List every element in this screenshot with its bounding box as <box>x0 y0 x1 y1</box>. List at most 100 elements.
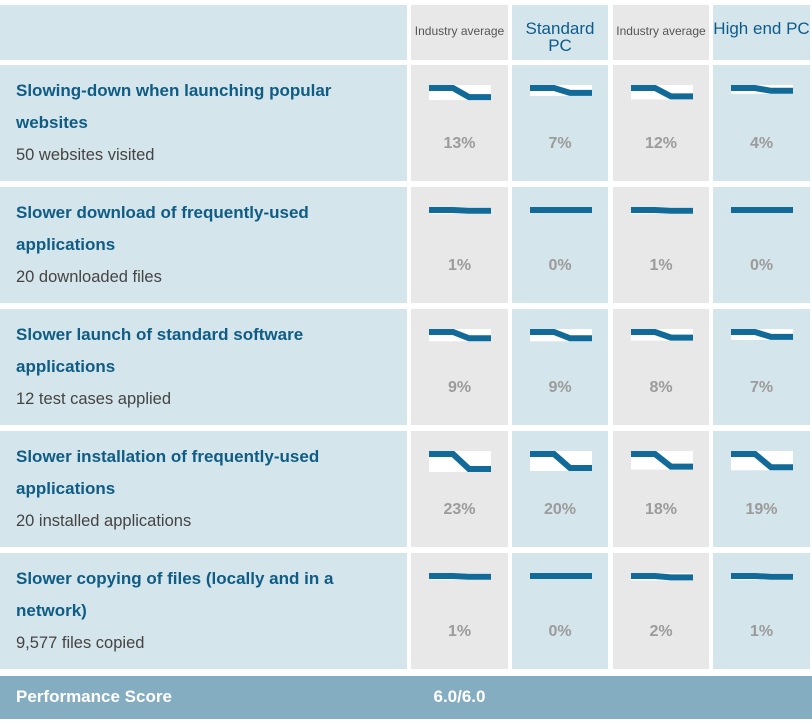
sparkline-line <box>429 85 491 101</box>
slowdown-percentage: 8% <box>649 379 673 396</box>
slowdown-percentage: 23% <box>443 501 476 518</box>
slowdown-percentage: 19% <box>745 501 778 518</box>
test-row: Slower launch of standard software appli… <box>0 309 812 425</box>
header-standard-pc: Standard PC <box>512 5 608 60</box>
test-subtitle: 9,577 files copied <box>16 634 145 652</box>
result-cell: 0% <box>512 187 608 303</box>
slowdown-sparkline <box>731 85 793 94</box>
slowdown-percentage: 9% <box>447 379 472 396</box>
slowdown-percentage: 0% <box>548 623 572 640</box>
result-cell: 1% <box>613 187 709 303</box>
slowdown-percentage: 7% <box>548 135 572 152</box>
result-cell: 8% <box>613 309 709 425</box>
sparkline-line <box>530 451 592 471</box>
table-header: Industry average Standard PC Industry av… <box>0 0 812 60</box>
result-cell: 1% <box>411 553 508 669</box>
result-cell: 4% <box>713 65 810 181</box>
slowdown-percentage: 7% <box>749 379 774 396</box>
test-title: Slower installation of frequently-used a… <box>16 447 320 498</box>
sparkline-line <box>631 85 693 100</box>
slowdown-sparkline <box>530 207 592 213</box>
performance-score-row: Performance Score 6.0/6.0 <box>0 676 812 719</box>
slowdown-sparkline <box>530 85 592 96</box>
slowdown-percentage: 1% <box>447 257 472 274</box>
slowdown-sparkline <box>631 329 693 341</box>
test-subtitle: 12 test cases applied <box>16 390 172 408</box>
sparkline-line <box>631 451 693 470</box>
test-row: Slower installation of frequently-used a… <box>0 431 812 547</box>
slowdown-sparkline <box>530 451 592 471</box>
result-cell: 9% <box>512 309 608 425</box>
performance-score-label: Performance Score <box>16 687 172 706</box>
test-row: Slower download of frequently-used appli… <box>0 187 812 303</box>
result-cell: 7% <box>713 309 810 425</box>
slowdown-sparkline <box>530 329 592 342</box>
test-label-cell: Slower launch of standard software appli… <box>0 309 407 425</box>
slowdown-percentage: 20% <box>543 501 577 518</box>
result-cell: 20% <box>512 431 608 547</box>
slowdown-percentage: 1% <box>447 623 472 640</box>
slowdown-sparkline <box>731 573 793 580</box>
result-cell: 0% <box>713 187 810 303</box>
sparkline-line <box>429 573 491 580</box>
header-industry-average-1: Industry average <box>411 5 508 60</box>
result-cell: 19% <box>713 431 810 547</box>
test-row: Slower copying of files (locally and in … <box>0 553 812 669</box>
test-label-cell: Slower copying of files (locally and in … <box>0 553 407 669</box>
sparkline-line <box>731 573 793 580</box>
slowdown-percentage: 12% <box>644 135 678 152</box>
sparkline-line <box>530 85 592 96</box>
result-cell: 2% <box>613 553 709 669</box>
sparkline-line <box>631 329 693 341</box>
sparkline-line <box>429 329 491 342</box>
slowdown-percentage: 13% <box>443 135 476 152</box>
header-industry-average-2: Industry average <box>613 5 709 60</box>
test-title: Slower launch of standard software appli… <box>16 325 304 376</box>
header-high-end-pc: High end PC <box>713 5 810 60</box>
result-cell: 18% <box>613 431 709 547</box>
sparkline-line <box>731 85 793 94</box>
slowdown-sparkline <box>429 329 491 342</box>
test-subtitle: 50 websites visited <box>16 146 155 164</box>
slowdown-sparkline <box>631 573 693 581</box>
slowdown-percentage: 9% <box>548 379 572 396</box>
test-subtitle: 20 installed applications <box>16 512 192 530</box>
sparkline-line <box>429 451 491 472</box>
sparkline-line <box>429 207 491 214</box>
result-cell: 1% <box>713 553 810 669</box>
slowdown-percentage: 1% <box>749 623 774 640</box>
test-row: Slowing-down when launching popular webs… <box>0 65 812 181</box>
result-cell: 0% <box>512 553 608 669</box>
header-empty-cell <box>0 5 407 60</box>
test-title: Slower download of frequently-used appli… <box>16 203 309 254</box>
slowdown-sparkline <box>631 451 693 470</box>
result-cell: 1% <box>411 187 508 303</box>
result-cell: 23% <box>411 431 508 547</box>
result-cell: 12% <box>613 65 709 181</box>
performance-score-value: 6.0/6.0 <box>433 687 486 706</box>
test-title: Slowing-down when launching popular webs… <box>16 81 332 132</box>
test-label-cell: Slowing-down when launching popular webs… <box>0 65 407 181</box>
slowdown-percentage: 0% <box>749 257 774 274</box>
slowdown-percentage: 2% <box>649 623 673 640</box>
slowdown-sparkline <box>631 207 693 214</box>
slowdown-sparkline <box>429 207 491 214</box>
sparkline-line <box>530 329 592 342</box>
slowdown-sparkline <box>429 451 491 472</box>
slowdown-sparkline <box>429 573 491 580</box>
slowdown-percentage: 1% <box>649 257 673 274</box>
test-subtitle: 20 downloaded files <box>16 268 162 286</box>
sparkline-line <box>631 207 693 214</box>
test-label-cell: Slower download of frequently-used appli… <box>0 187 407 303</box>
test-title: Slower copying of files (locally and in … <box>16 569 334 620</box>
result-cell: 9% <box>411 309 508 425</box>
slowdown-percentage: 4% <box>749 135 774 152</box>
result-cell: 7% <box>512 65 608 181</box>
slowdown-sparkline <box>429 85 491 101</box>
sparkline-line <box>731 329 793 340</box>
slowdown-percentage: 18% <box>644 501 678 518</box>
test-label-cell: Slower installation of frequently-used a… <box>0 431 407 547</box>
sparkline-line <box>731 451 793 471</box>
slowdown-percentage: 0% <box>548 257 572 274</box>
result-cell: 13% <box>411 65 508 181</box>
